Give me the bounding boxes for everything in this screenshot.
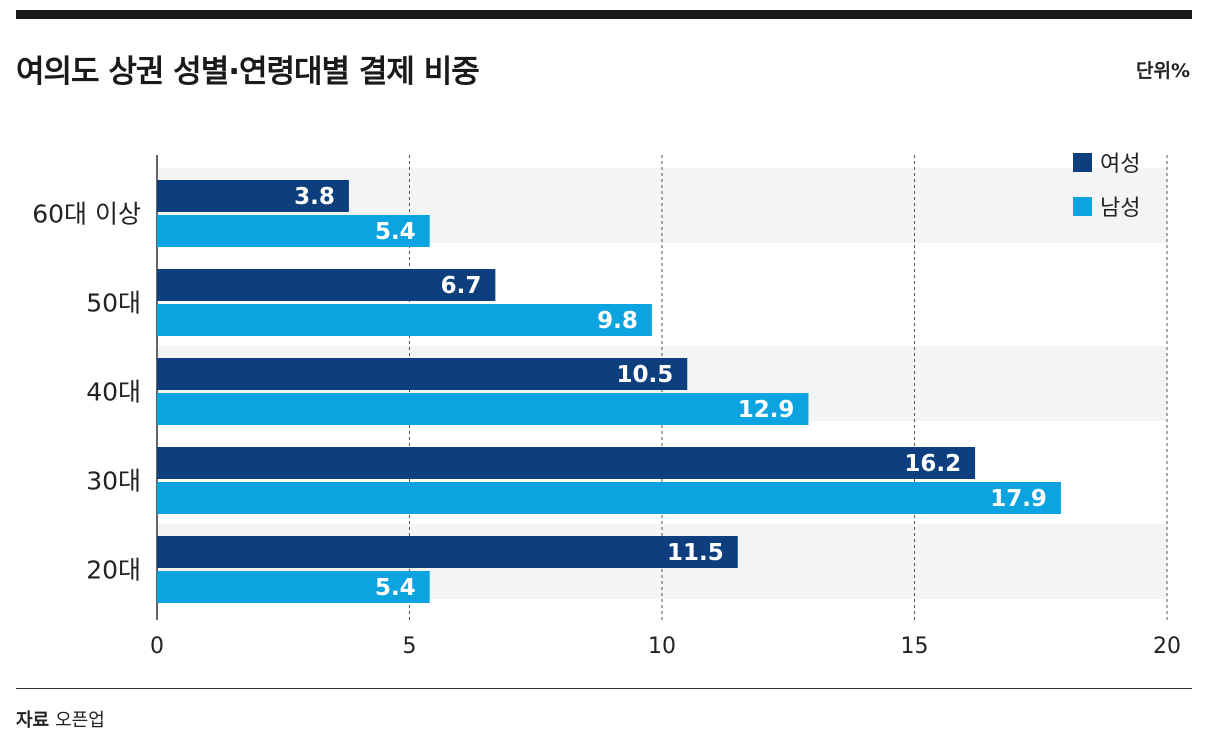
x-tick-label: 15 xyxy=(901,634,929,659)
source-value: 오픈업 xyxy=(55,710,105,731)
x-tick-label: 0 xyxy=(150,634,164,659)
data-label: 5.4 xyxy=(375,219,416,245)
data-label: 10.5 xyxy=(617,362,674,388)
bottom-rule xyxy=(16,688,1192,689)
bar-female xyxy=(157,269,496,301)
bar-male xyxy=(157,393,809,425)
data-label: 3.8 xyxy=(294,184,335,210)
bar-male xyxy=(157,215,430,247)
x-tick-label: 5 xyxy=(403,634,417,659)
category-label: 50대 xyxy=(86,289,141,318)
unit-label: 단위% xyxy=(1136,60,1190,82)
bar-female xyxy=(157,358,688,390)
data-label: 11.5 xyxy=(667,540,724,566)
legend-label: 여성 xyxy=(1100,152,1140,177)
bar-female xyxy=(157,180,349,212)
category-label: 60대 이상 xyxy=(32,200,141,229)
data-label: 17.9 xyxy=(990,486,1047,512)
data-label: 5.4 xyxy=(375,575,416,601)
category-label: 20대 xyxy=(86,556,141,585)
legend-swatch xyxy=(1073,153,1092,172)
data-label: 6.7 xyxy=(441,273,482,299)
bar-female xyxy=(157,536,738,568)
category-label: 40대 xyxy=(86,378,141,407)
bar-male xyxy=(157,304,652,336)
data-label: 12.9 xyxy=(738,397,795,423)
chart-title: 여의도 상권 성별·연령대별 결제 비중 xyxy=(16,54,480,90)
top-rule xyxy=(16,10,1192,19)
bar-female xyxy=(157,447,976,479)
legend-swatch xyxy=(1073,197,1092,216)
data-label: 16.2 xyxy=(904,451,961,477)
bar-male xyxy=(157,482,1061,514)
legend-label: 남성 xyxy=(1100,196,1140,221)
source-line: 자료 오픈업 xyxy=(16,706,105,732)
category-label: 30대 xyxy=(86,467,141,496)
x-tick-label: 20 xyxy=(1153,634,1181,659)
source-label: 자료 xyxy=(16,710,50,731)
x-tick-label: 10 xyxy=(648,634,676,659)
data-label: 9.8 xyxy=(597,308,638,334)
bar-male xyxy=(157,571,430,603)
